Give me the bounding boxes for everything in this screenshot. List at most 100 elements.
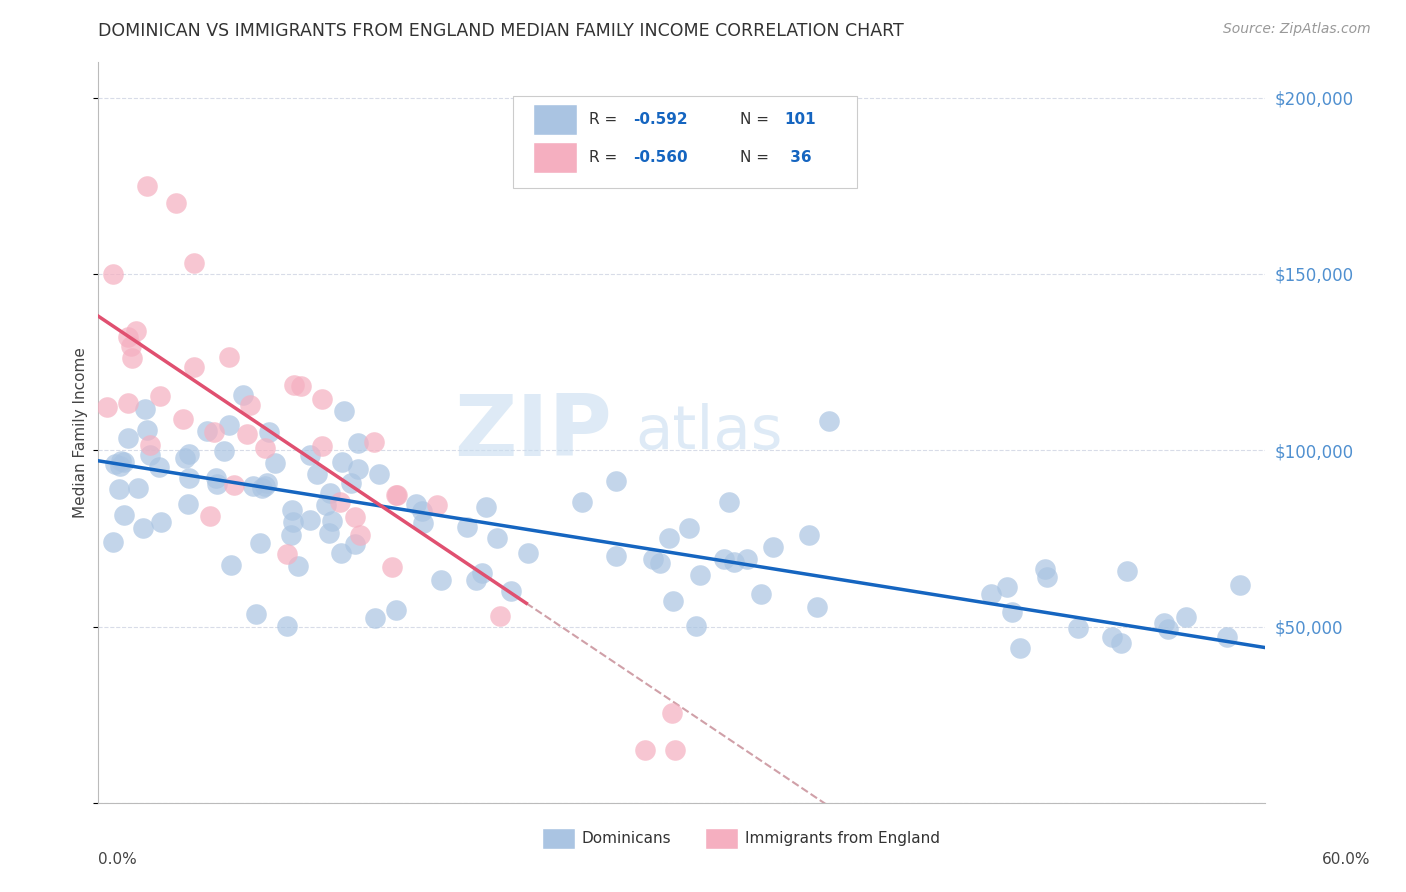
Point	[311, 392, 333, 406]
FancyBboxPatch shape	[513, 95, 856, 188]
Point	[1115, 565, 1137, 579]
Point	[125, 324, 148, 338]
Y-axis label: Median Family Income: Median Family Income	[73, 347, 87, 518]
Point	[138, 448, 160, 462]
Point	[177, 497, 200, 511]
Point	[321, 515, 343, 529]
Point	[368, 467, 391, 482]
Point	[817, 414, 839, 428]
Point	[249, 536, 271, 550]
Point	[231, 388, 253, 402]
Point	[136, 178, 159, 193]
Point	[276, 619, 298, 633]
Point	[179, 471, 201, 485]
Point	[319, 485, 342, 500]
Text: 36: 36	[785, 151, 811, 165]
Point	[172, 411, 194, 425]
Point	[148, 460, 170, 475]
Text: N =: N =	[741, 151, 775, 165]
Text: Source: ZipAtlas.com: Source: ZipAtlas.com	[1223, 22, 1371, 37]
Point	[806, 600, 828, 615]
Point	[718, 495, 741, 509]
Point	[1001, 605, 1024, 619]
Point	[108, 482, 131, 496]
Point	[174, 450, 197, 465]
Point	[485, 532, 508, 546]
Text: 60.0%: 60.0%	[1323, 852, 1371, 867]
Text: Dominicans: Dominicans	[582, 830, 671, 846]
Point	[685, 619, 707, 633]
Point	[207, 477, 229, 491]
Point	[661, 706, 683, 720]
Point	[315, 499, 337, 513]
Point	[330, 546, 353, 560]
Text: -0.560: -0.560	[633, 151, 688, 165]
Point	[641, 552, 664, 566]
Point	[328, 495, 350, 509]
Point	[165, 196, 187, 211]
Point	[212, 443, 235, 458]
Point	[150, 516, 173, 530]
Point	[689, 567, 711, 582]
Point	[218, 350, 240, 364]
Point	[235, 427, 257, 442]
FancyBboxPatch shape	[541, 828, 575, 848]
Point	[713, 551, 735, 566]
Point	[633, 743, 655, 757]
Point	[735, 552, 758, 566]
Point	[139, 437, 162, 451]
Point	[101, 267, 124, 281]
Point	[117, 431, 139, 445]
Point	[290, 379, 312, 393]
Point	[134, 401, 156, 416]
Point	[344, 537, 367, 551]
Point	[385, 487, 408, 501]
Point	[489, 609, 512, 624]
Point	[657, 531, 679, 545]
Point	[96, 400, 118, 414]
Text: ZIP: ZIP	[454, 391, 612, 475]
Point	[202, 425, 225, 439]
Point	[1229, 577, 1251, 591]
Point	[1153, 615, 1175, 630]
Point	[112, 454, 135, 468]
Point	[1033, 562, 1056, 576]
Point	[723, 555, 745, 569]
Point	[121, 339, 143, 353]
Point	[177, 446, 200, 460]
Text: R =: R =	[589, 151, 621, 165]
Point	[1101, 631, 1123, 645]
Point	[1216, 630, 1239, 644]
Point	[280, 528, 302, 542]
Point	[426, 498, 449, 512]
Point	[1157, 622, 1180, 636]
Point	[117, 329, 139, 343]
Point	[298, 448, 321, 462]
Point	[381, 559, 404, 574]
Point	[1067, 621, 1090, 635]
Point	[474, 500, 496, 514]
Point	[412, 516, 434, 530]
Point	[112, 508, 135, 523]
Point	[411, 504, 433, 518]
Point	[456, 520, 478, 534]
Point	[995, 580, 1018, 594]
Point	[149, 389, 172, 403]
FancyBboxPatch shape	[706, 828, 738, 848]
Point	[385, 488, 408, 502]
Point	[242, 479, 264, 493]
Point	[340, 476, 363, 491]
Point	[980, 586, 1002, 600]
Text: 0.0%: 0.0%	[98, 852, 138, 867]
Point	[516, 546, 538, 560]
Point	[499, 584, 522, 599]
Point	[347, 435, 370, 450]
Point	[110, 454, 132, 468]
Point	[363, 611, 385, 625]
Point	[238, 398, 260, 412]
Point	[218, 417, 240, 432]
Point	[281, 516, 304, 530]
Point	[471, 566, 494, 580]
Point	[1008, 640, 1031, 655]
Point	[664, 743, 686, 757]
